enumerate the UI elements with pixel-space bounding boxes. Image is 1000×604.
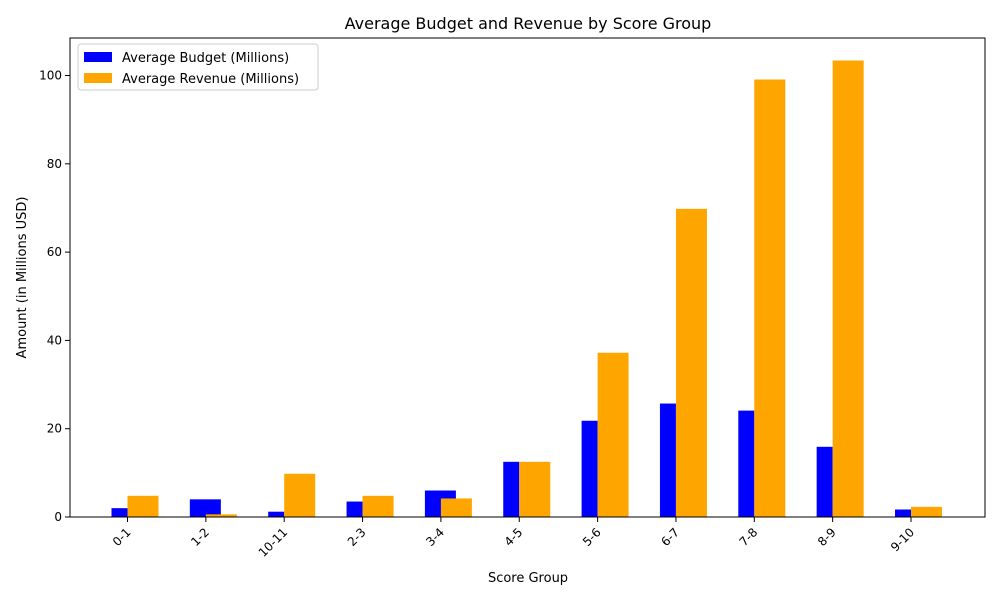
x-axis-label: Score Group — [488, 571, 568, 586]
chart-title: Average Budget and Revenue by Score Grou… — [345, 14, 712, 33]
x-tick-label: 0-1 — [110, 525, 134, 549]
y-tick-label: 80 — [47, 157, 62, 171]
x-tick-label: 5-6 — [580, 525, 604, 549]
x-axis: 0-1 1-2 10-11 2-3 3-4 4-5 5-6 6-7 7-8 8-9 9-10 — [110, 517, 917, 560]
budget-bar-8-9 — [816, 446, 833, 517]
budget-bar-5-6 — [581, 420, 598, 517]
revenue-bar-7-8 — [754, 79, 786, 517]
x-tick-label: 4-5 — [502, 525, 526, 549]
plot-frame — [69, 37, 986, 518]
revenue-bar-4-5 — [519, 461, 551, 517]
revenue-bar-2-3 — [362, 495, 394, 517]
x-tick-label: 3-4 — [423, 525, 447, 549]
revenue-bar-0-1 — [127, 495, 159, 517]
revenue-bar-6-7 — [675, 208, 707, 517]
y-tick-label: 100 — [39, 69, 62, 83]
revenue-bar-10-11 — [284, 473, 316, 517]
y-tick-label: 40 — [47, 333, 62, 347]
revenue-bar-9-10 — [911, 506, 942, 517]
y-axis-label: Amount (in Millions USD) — [15, 197, 30, 359]
budget-bar-4-5 — [503, 461, 520, 517]
y-tick-label: 20 — [47, 422, 62, 436]
revenue-bar-3-4 — [440, 498, 472, 517]
legend-entry: Average Budget (Millions) — [122, 51, 289, 66]
y-axis: 0 20 40 60 80 100 — [39, 69, 70, 524]
budget-bar-0-1 — [111, 508, 128, 517]
legend-entry: Average Revenue (Millions) — [122, 72, 299, 87]
budget-bar-7-8 — [738, 410, 755, 517]
legend-swatch — [84, 73, 112, 83]
x-tick-label: 8-9 — [815, 525, 839, 549]
x-tick-label: 10-11 — [256, 525, 291, 560]
y-tick-label: 60 — [47, 245, 62, 259]
budget-bar-6-7 — [659, 403, 676, 517]
legend-swatch — [84, 52, 112, 62]
budget-bar-10-11 — [268, 511, 285, 517]
x-tick-label: 7-8 — [737, 525, 761, 549]
revenue-bar-5-6 — [597, 352, 629, 517]
bars-layer — [111, 60, 942, 518]
revenue-bar-8-9 — [832, 60, 864, 518]
budget-bar-2-3 — [346, 501, 363, 517]
budget-bar-9-10 — [895, 509, 911, 517]
y-tick-label: 0 — [54, 510, 62, 524]
legend: Average Budget (Millions) Average Revenue… — [77, 43, 319, 91]
x-tick-label: 6-7 — [658, 525, 682, 549]
legend-box — [77, 43, 319, 91]
budget-bar-1-2 — [189, 499, 221, 517]
revenue-bar-1-2 — [205, 514, 237, 517]
x-tick-label: 2-3 — [345, 525, 369, 549]
x-tick-label: 1-2 — [188, 525, 212, 549]
x-tick-label: 9-10 — [888, 525, 917, 554]
